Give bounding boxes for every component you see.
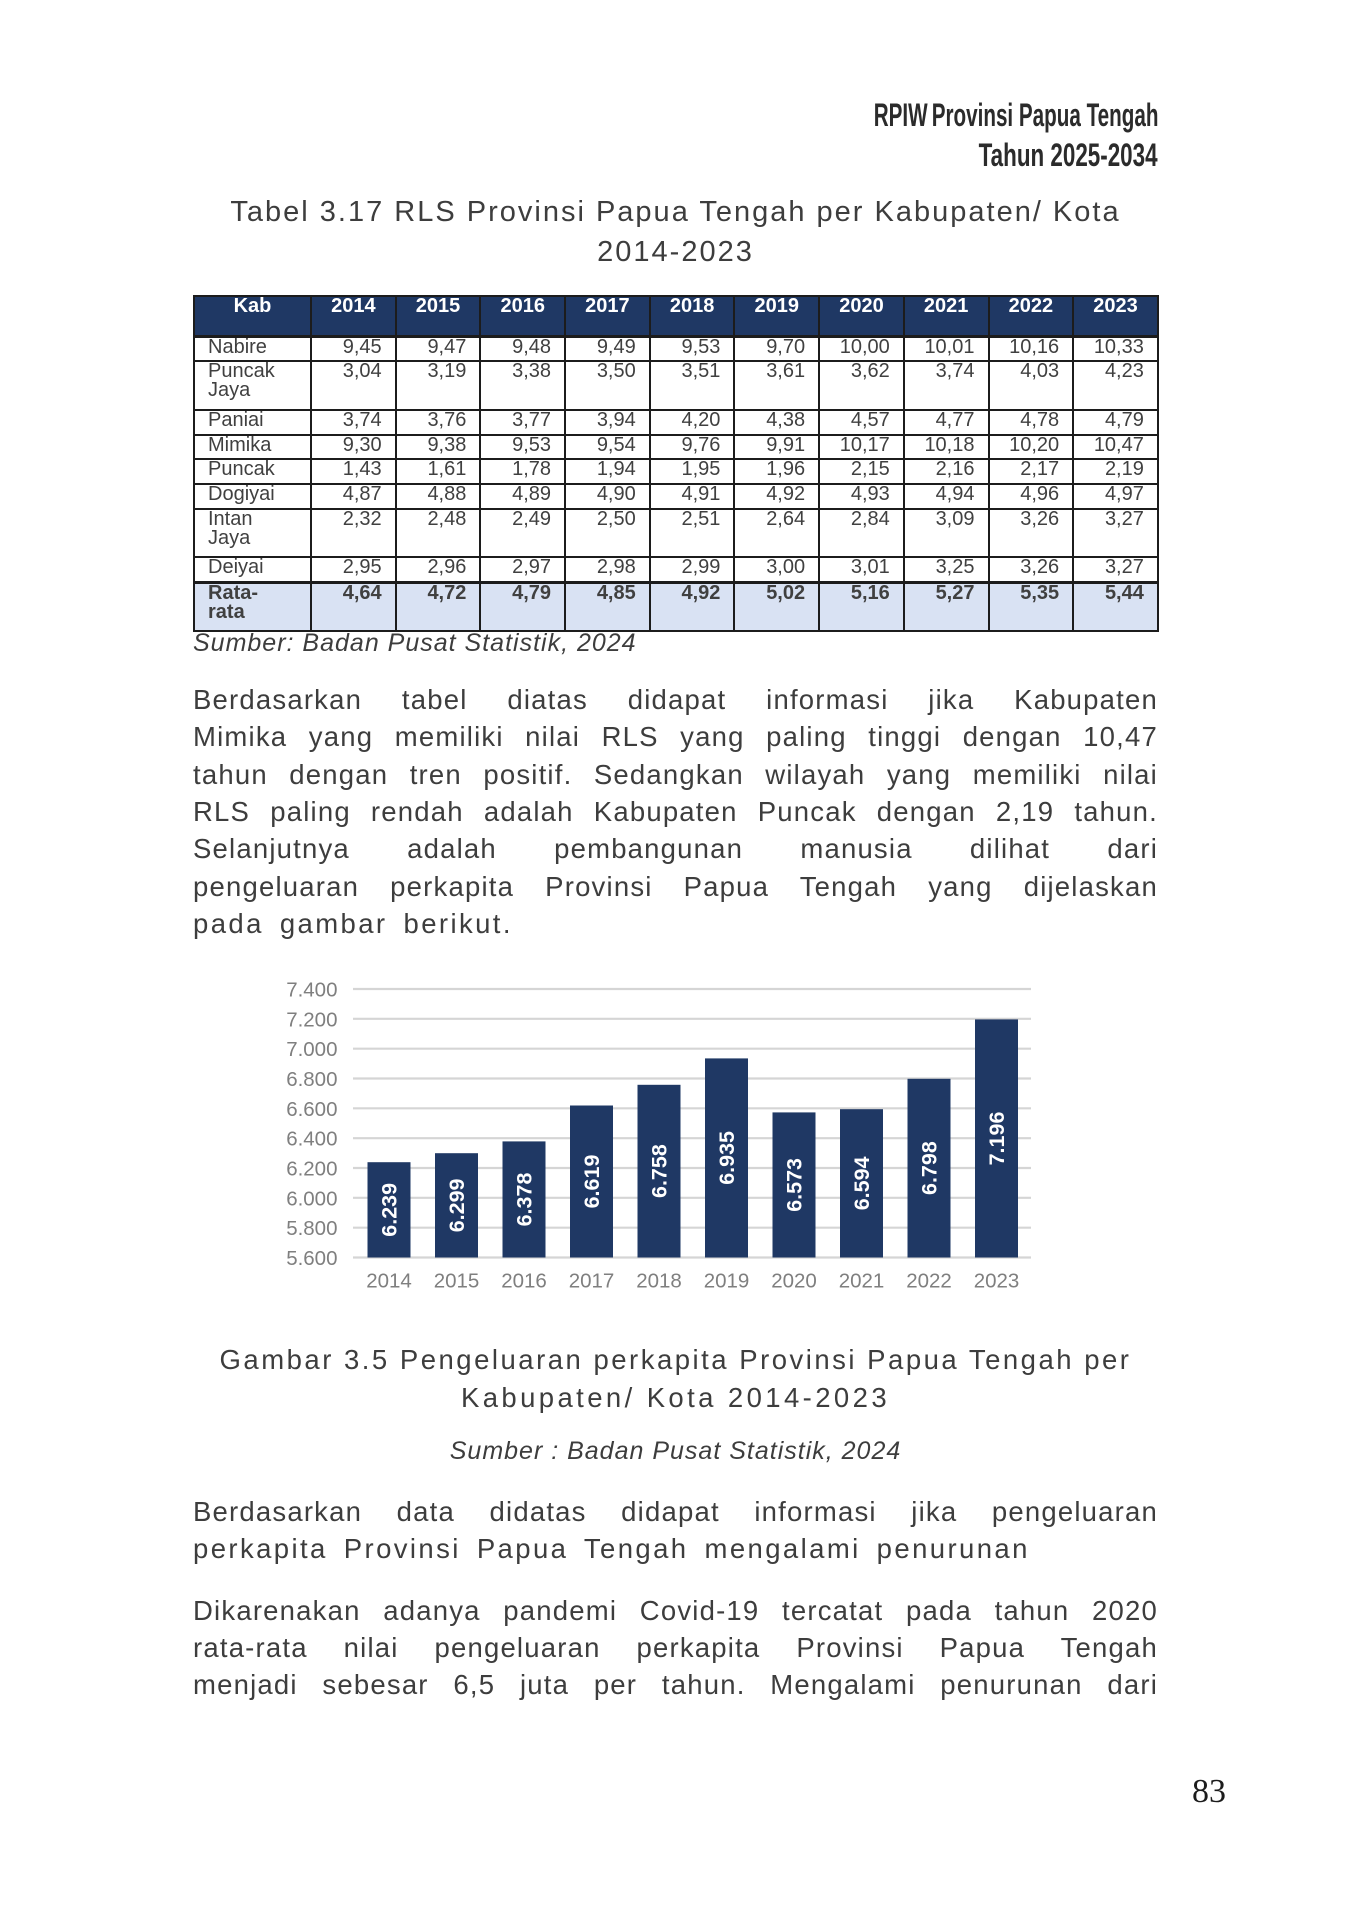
svg-text:6.400: 6.400 xyxy=(286,1128,337,1151)
svg-text:6.798: 6.798 xyxy=(918,1141,942,1195)
svg-text:6.758: 6.758 xyxy=(648,1144,672,1198)
svg-text:2018: 2018 xyxy=(636,1270,682,1293)
svg-text:7.200: 7.200 xyxy=(286,1008,337,1031)
svg-text:6.378: 6.378 xyxy=(513,1173,537,1227)
svg-text:6.619: 6.619 xyxy=(580,1155,604,1209)
svg-text:5.800: 5.800 xyxy=(286,1217,337,1240)
svg-text:7.400: 7.400 xyxy=(286,979,337,1002)
svg-text:6.000: 6.000 xyxy=(286,1187,337,1210)
svg-text:2022: 2022 xyxy=(906,1270,952,1293)
svg-text:6.600: 6.600 xyxy=(286,1098,337,1121)
svg-text:6.573: 6.573 xyxy=(783,1158,807,1212)
svg-text:2019: 2019 xyxy=(704,1270,750,1293)
svg-text:2017: 2017 xyxy=(569,1270,615,1293)
svg-text:2023: 2023 xyxy=(974,1270,1020,1293)
svg-text:2014: 2014 xyxy=(366,1270,412,1293)
svg-text:6.239: 6.239 xyxy=(378,1183,402,1237)
svg-text:7.196: 7.196 xyxy=(985,1112,1009,1166)
svg-text:2020: 2020 xyxy=(771,1270,817,1293)
svg-text:7.000: 7.000 xyxy=(286,1038,337,1061)
svg-text:6.594: 6.594 xyxy=(850,1156,874,1210)
svg-text:6.200: 6.200 xyxy=(286,1158,337,1181)
svg-text:2015: 2015 xyxy=(434,1270,480,1293)
svg-text:6.299: 6.299 xyxy=(445,1178,469,1232)
svg-text:6.800: 6.800 xyxy=(286,1068,337,1091)
svg-text:2016: 2016 xyxy=(501,1270,547,1293)
svg-text:6.935: 6.935 xyxy=(715,1131,739,1185)
svg-text:5.600: 5.600 xyxy=(286,1247,337,1270)
svg-text:2021: 2021 xyxy=(839,1270,885,1293)
